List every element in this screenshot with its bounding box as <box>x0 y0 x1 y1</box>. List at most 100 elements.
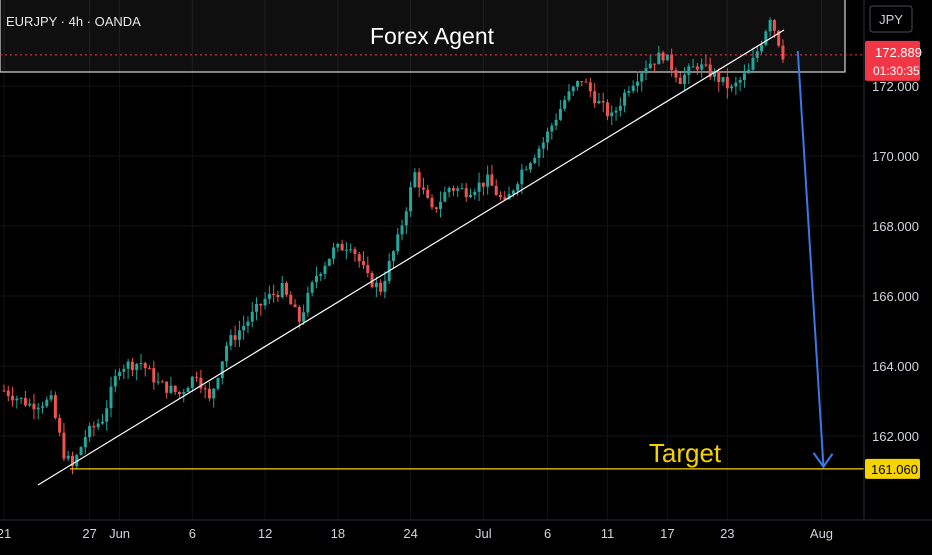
candle <box>203 384 207 399</box>
candle <box>190 375 194 393</box>
candle <box>498 191 502 201</box>
candle <box>712 68 716 81</box>
candle <box>323 261 327 280</box>
candle <box>537 145 541 167</box>
candle <box>657 45 661 65</box>
candle <box>96 418 100 431</box>
candle <box>370 270 374 289</box>
candle <box>528 161 532 173</box>
candle <box>601 92 605 113</box>
candle <box>734 76 738 95</box>
trendline[interactable] <box>37 29 785 486</box>
candle <box>597 92 601 105</box>
candle <box>764 29 768 47</box>
candle <box>704 55 708 67</box>
candle <box>314 266 318 289</box>
candle <box>426 185 430 199</box>
time-tick-label: 6 <box>189 526 196 541</box>
candle <box>670 48 674 77</box>
candle <box>280 276 284 299</box>
candle <box>169 376 173 395</box>
candle <box>148 365 152 370</box>
candle <box>494 179 498 196</box>
time-tick-label: 18 <box>331 526 345 541</box>
time-tick-label: 23 <box>720 526 734 541</box>
candle <box>379 279 383 296</box>
candle <box>447 186 451 198</box>
candle <box>456 186 460 197</box>
symbol-line: EURJPY · 4h · OANDA <box>6 14 141 29</box>
candle <box>83 429 87 454</box>
candle <box>627 86 631 97</box>
candle <box>186 386 190 393</box>
time-tick-label: Jul <box>475 526 492 541</box>
candle <box>366 256 370 278</box>
candle <box>391 249 395 269</box>
candle <box>105 400 109 431</box>
candle <box>481 182 485 196</box>
candle <box>173 385 177 395</box>
candle <box>130 357 134 377</box>
candle <box>293 299 297 308</box>
candle <box>152 360 156 390</box>
candle <box>156 372 160 385</box>
candle <box>118 368 122 380</box>
candle <box>66 450 70 462</box>
candle <box>721 76 725 86</box>
candle <box>135 362 139 381</box>
range-box[interactable] <box>0 0 846 73</box>
time-tick-label: Aug <box>810 526 833 541</box>
candle <box>259 303 263 316</box>
candle <box>511 189 515 198</box>
candle <box>246 316 250 334</box>
candle <box>490 164 494 186</box>
candle <box>755 46 759 62</box>
candle <box>336 242 340 252</box>
candle <box>708 57 712 80</box>
candle <box>533 154 537 165</box>
candle <box>195 371 199 383</box>
bar-countdown: 01:30:35 <box>873 64 920 78</box>
candle <box>644 60 648 80</box>
candle <box>19 397 23 404</box>
candle <box>614 106 618 121</box>
candle <box>126 358 130 379</box>
candle <box>635 71 639 93</box>
price-axis[interactable] <box>864 0 932 520</box>
candle <box>23 390 27 408</box>
candle <box>70 451 74 475</box>
candle <box>430 194 434 210</box>
candle <box>250 302 254 328</box>
price-tick-label: 162.000 <box>872 429 919 444</box>
candle <box>661 50 665 64</box>
target-price: 161.060 <box>871 462 918 477</box>
candle <box>362 251 366 270</box>
forecast-arrow-shaft <box>796 50 825 467</box>
time-tick-label: 12 <box>258 526 272 541</box>
candle <box>725 68 729 99</box>
candle <box>460 182 464 190</box>
candle <box>678 72 682 85</box>
time-axis[interactable]: 21 27 Jun 6 12 18 24 Jul 6 11 17 23 Aug <box>0 526 833 541</box>
candle <box>160 379 164 383</box>
currency-button[interactable] <box>869 5 913 33</box>
candle <box>691 59 695 68</box>
candle <box>653 63 657 73</box>
candle <box>229 329 233 351</box>
candle <box>332 242 336 265</box>
candle <box>443 186 447 203</box>
candle <box>503 191 507 202</box>
forecast-arrow[interactable] <box>796 50 834 469</box>
current-price: 172.889 <box>875 45 922 60</box>
candle <box>717 68 721 92</box>
overlay-title: Forex Agent <box>370 23 495 49</box>
candle <box>199 369 203 394</box>
candle <box>36 403 40 420</box>
candle <box>28 398 32 408</box>
candle <box>580 81 584 87</box>
candle <box>623 89 627 113</box>
candle <box>473 188 477 200</box>
candle <box>421 177 425 195</box>
candle <box>353 246 357 262</box>
